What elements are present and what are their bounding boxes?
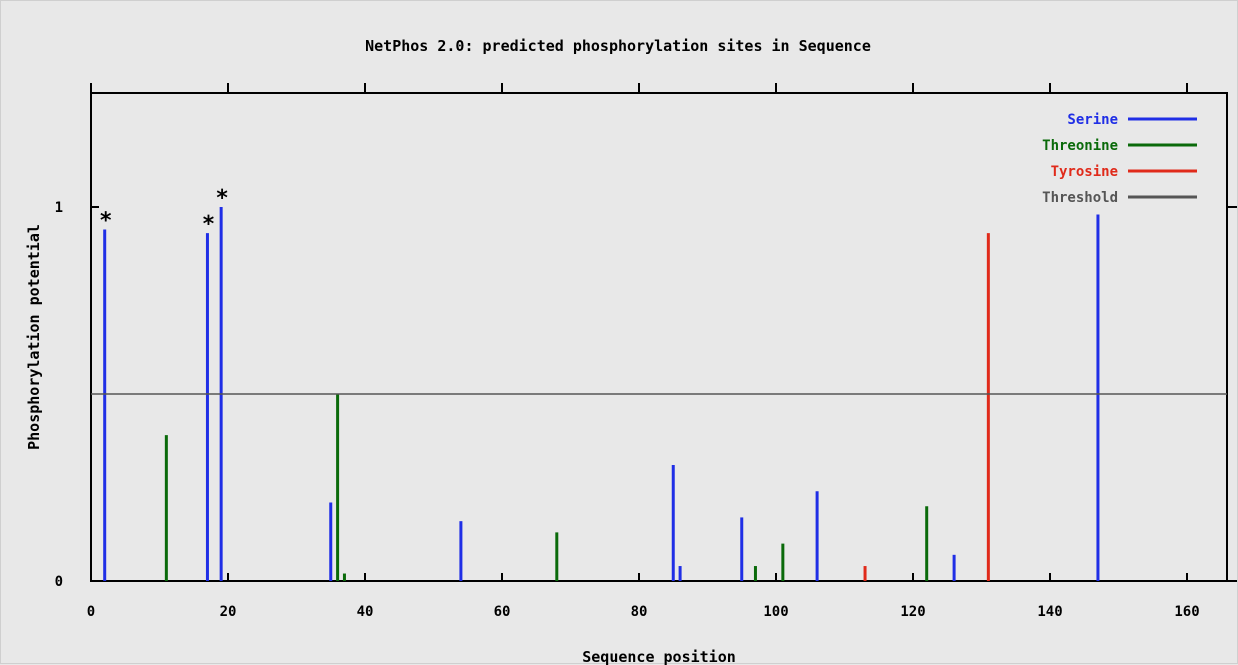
significance-asterisk: * — [202, 212, 215, 237]
y-axis-label: Phosphorylation potential — [25, 224, 43, 450]
bars-group — [103, 207, 1100, 581]
legend-label: Threonine — [1042, 138, 1118, 154]
x-tick-label: 100 — [763, 604, 788, 620]
x-axis-ticks: 0 20 40 60 80 100 120 140 160 — [87, 83, 1200, 620]
plot-area — [90, 92, 1228, 582]
significance-asterisk: * — [99, 208, 112, 233]
significance-asterisk: * — [216, 186, 229, 211]
legend: Serine Threonine Tyrosine Threshold — [1042, 112, 1197, 206]
x-tick-label: 140 — [1037, 604, 1062, 620]
legend-label: Threshold — [1042, 190, 1118, 206]
x-tick-label: 80 — [631, 604, 648, 620]
x-tick-label: 120 — [900, 604, 925, 620]
x-tick-label: 60 — [494, 604, 511, 620]
x-tick-label: 160 — [1174, 604, 1199, 620]
x-tick-label: 40 — [357, 604, 374, 620]
annotations-group: * ** — [99, 186, 229, 237]
y-tick-label: 0 — [55, 574, 63, 590]
x-tick-label: 20 — [220, 604, 237, 620]
x-tick-label: 0 — [87, 604, 95, 620]
y-tick-label: 1 — [55, 200, 63, 216]
y-axis-ticks: 01 — [55, 200, 1237, 590]
x-axis-label: Sequence position — [582, 648, 736, 665]
chart-title: NetPhos 2.0: predicted phosphorylation s… — [365, 37, 871, 55]
legend-label: Tyrosine — [1051, 164, 1118, 180]
legend-label: Serine — [1067, 112, 1118, 128]
